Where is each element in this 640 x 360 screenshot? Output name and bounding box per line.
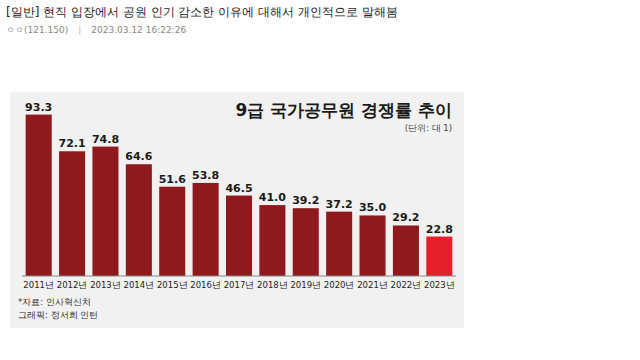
bar [293, 208, 319, 276]
bar [26, 115, 52, 276]
page: [일반] 현직 입장에서 공원 인기 감소한 이유에 대해서 개인적으로 말해봄… [0, 0, 640, 360]
data-label: 29.2 [392, 211, 419, 224]
data-label: 39.2 [292, 194, 319, 207]
data-label: 41.0 [259, 191, 286, 204]
bar [159, 187, 185, 276]
data-label: 64.6 [125, 150, 152, 163]
bar [92, 147, 118, 276]
bar [59, 151, 85, 276]
chart-subtitle: (단위: 대 1) [405, 123, 452, 133]
x-tick-label: 2023년 [424, 280, 455, 290]
post-title: [일반] 현직 입장에서 공원 인기 감소한 이유에 대해서 개인적으로 말해봄 [6, 5, 398, 19]
x-tick-label: 2011년 [23, 280, 54, 290]
bar [226, 196, 252, 276]
bar [360, 215, 386, 276]
x-tick-label: 2017년 [224, 280, 255, 290]
x-tick-label: 2012년 [57, 280, 88, 290]
x-tick-label: 2016년 [190, 280, 221, 290]
data-label: 72.1 [59, 137, 86, 150]
bar [193, 183, 219, 276]
data-label: 37.2 [326, 198, 353, 211]
bar [393, 225, 419, 276]
post-date: 2023.03.12 16:22:26 [91, 25, 186, 35]
chart-background [10, 92, 464, 328]
data-label: 53.8 [192, 169, 219, 182]
bar [326, 212, 352, 276]
bar [259, 205, 285, 276]
bar [126, 164, 152, 276]
bars [26, 115, 453, 276]
data-label: 74.8 [92, 133, 119, 146]
x-tick-label: 2014년 [124, 280, 155, 290]
x-tick-label: 2013년 [90, 280, 121, 290]
data-label: 22.8 [426, 223, 453, 236]
data-label: 46.5 [225, 182, 252, 195]
x-tick-label: 2018년 [257, 280, 288, 290]
chart-title: 9급 국가공무원 경쟁률 추이 [235, 100, 452, 120]
separator: | [78, 25, 81, 35]
data-label: 51.6 [159, 173, 186, 186]
x-tick-label: 2015년 [157, 280, 188, 290]
post-author: ㅇㅇ(121.150) [6, 25, 68, 35]
annotation: *자료: 인사혁신처 [18, 297, 91, 307]
bar [426, 237, 452, 276]
x-tick-label: 2022년 [391, 280, 422, 290]
x-tick-label: 2020년 [324, 280, 355, 290]
x-tick-label: 2021년 [357, 280, 388, 290]
x-tick-label: 2019년 [290, 280, 321, 290]
data-label: 93.3 [25, 101, 52, 114]
annotation: 그래픽: 정서희 인턴 [18, 310, 98, 320]
data-label: 35.0 [359, 201, 386, 214]
baseline [22, 276, 456, 277]
